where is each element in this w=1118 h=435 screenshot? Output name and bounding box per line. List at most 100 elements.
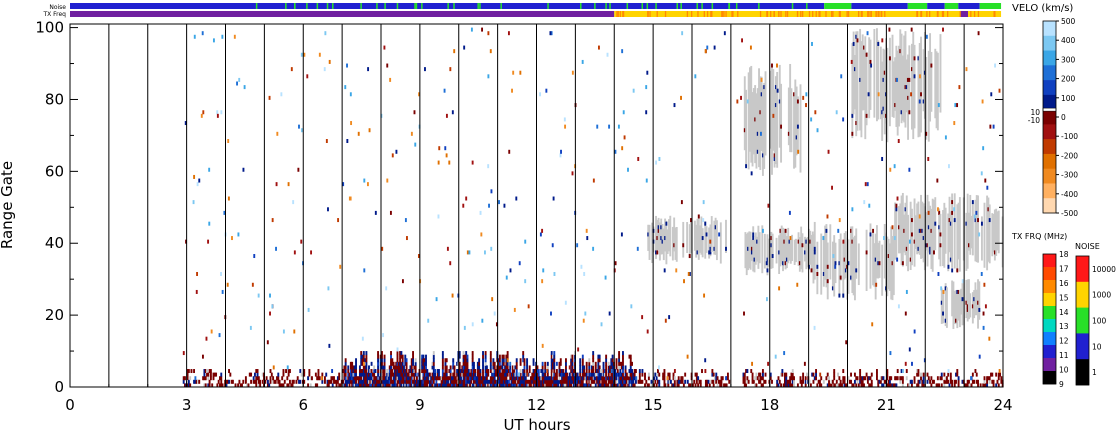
sparse-echo-cell: [896, 257, 899, 262]
echo-cell: [559, 358, 562, 363]
echo-cell: [790, 383, 793, 388]
echo-cell: [395, 361, 398, 366]
echo-cell: [396, 361, 399, 366]
echo-cell: [465, 354, 468, 359]
txfreq-strip-tick: [884, 11, 886, 17]
echo-cell: [901, 376, 904, 381]
echo-cell: [584, 383, 587, 388]
echo-cell: [533, 369, 536, 374]
velocity-zero-band: [1042, 107, 1057, 112]
echo-cell: [597, 354, 600, 359]
sparse-echo-cell: [253, 254, 256, 259]
echo-cell: [877, 41, 880, 46]
sparse-echo-cell: [208, 221, 211, 226]
sparse-echo-cell: [927, 210, 930, 215]
sparse-echo-cell: [788, 210, 791, 215]
echo-cell: [344, 358, 347, 363]
echo-cell: [615, 379, 618, 384]
echo-cell: [991, 379, 994, 384]
echo-cell: [882, 376, 885, 381]
sparse-echo-cell: [194, 376, 197, 381]
noise-strip-segment: [907, 3, 928, 9]
echo-cell: [295, 379, 298, 384]
ground-scatter-cell: [754, 232, 757, 265]
echo-cell: [352, 365, 355, 370]
echo-cell: [883, 70, 886, 75]
echo-cell: [615, 383, 618, 388]
echo-cell: [478, 383, 481, 388]
echo-cell: [471, 376, 474, 381]
echo-cell: [809, 383, 812, 388]
echo-cell: [449, 372, 452, 377]
ground-scatter-cell: [757, 225, 760, 269]
echo-cell: [554, 372, 557, 377]
echo-cell: [528, 383, 531, 388]
echo-cell: [975, 379, 978, 384]
echo-cell: [484, 383, 487, 388]
echo-cell: [565, 379, 567, 384]
echo-cell: [548, 383, 551, 388]
echo-cell: [833, 369, 836, 374]
echo-cell: [843, 376, 846, 381]
echo-cell: [463, 358, 466, 363]
echo-cell: [436, 383, 439, 388]
sparse-echo-cell: [349, 92, 352, 97]
echo-cell: [428, 379, 431, 384]
echo-cell: [266, 383, 269, 388]
echo-cell: [522, 372, 525, 377]
echo-cell: [905, 85, 908, 90]
ground-scatter-cell: [847, 239, 850, 294]
echo-cell: [668, 372, 671, 377]
echo-cell: [473, 372, 475, 377]
sparse-echo-cell: [331, 369, 334, 374]
echo-cell: [504, 383, 506, 388]
sparse-echo-cell: [870, 63, 873, 68]
ground-scatter-cell: [974, 282, 977, 316]
echo-cell: [541, 369, 544, 374]
echo-cell: [966, 379, 969, 384]
ground-scatter-cell: [886, 47, 889, 143]
echo-cell: [726, 372, 729, 377]
echo-cell: [583, 369, 586, 374]
echo-cell: [417, 372, 420, 377]
echo-cell: [905, 246, 908, 251]
echo-cell: [545, 379, 548, 384]
echo-cell: [400, 376, 403, 381]
echo-cell: [396, 376, 399, 381]
echo-cell: [597, 369, 600, 374]
echo-cell: [353, 365, 356, 370]
echo-cell: [434, 376, 437, 381]
echo-cell: [761, 383, 764, 388]
ground-scatter-cell: [701, 228, 704, 258]
echo-cell: [724, 383, 727, 388]
sparse-echo-cell: [994, 63, 997, 68]
echo-cell: [220, 372, 223, 377]
echo-cell: [268, 383, 271, 388]
echo-cell: [620, 379, 623, 384]
sparse-echo-cell: [220, 110, 223, 115]
echo-cell: [693, 379, 696, 384]
echo-cell: [357, 383, 360, 388]
echo-cell: [502, 379, 505, 384]
echo-cell: [326, 379, 329, 384]
echo-cell: [589, 372, 592, 377]
echo-cell: [860, 383, 863, 388]
echo-cell: [368, 376, 370, 381]
ground-scatter-cell: [749, 67, 751, 152]
echo-cell: [395, 372, 398, 377]
echo-cell: [550, 351, 553, 356]
echo-cell: [358, 365, 361, 370]
echo-cell: [968, 243, 970, 248]
echo-cell: [504, 376, 506, 381]
echo-cell: [471, 365, 474, 370]
txfreq-strip-tick: [697, 11, 699, 17]
echo-cell: [620, 372, 623, 377]
ground-scatter-cell: [957, 291, 960, 321]
echo-cell: [479, 379, 482, 384]
sparse-echo-cell: [866, 182, 869, 187]
sparse-echo-cell: [694, 74, 697, 79]
echo-cell: [684, 372, 687, 377]
sparse-echo-cell: [577, 347, 580, 352]
echo-cell: [298, 379, 300, 384]
echo-cell: [579, 358, 582, 363]
